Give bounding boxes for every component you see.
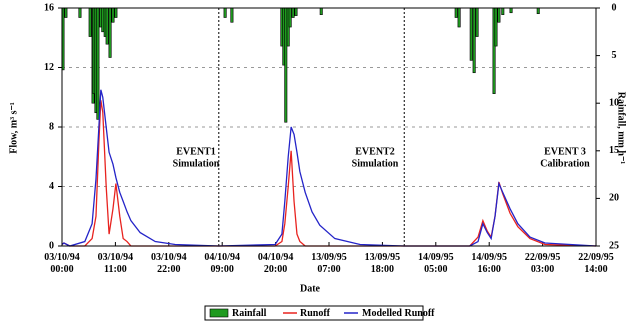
rainfall-bar [457, 7, 461, 28]
series-line [61, 89, 597, 247]
x-tick-label: 03/10/94 11:00 [97, 252, 134, 275]
y-tick-label: 16 [44, 2, 54, 13]
x-tick-label: 04/10/94 20:00 [257, 252, 294, 275]
rainfall-bar [108, 7, 112, 58]
rainfall-bar [230, 7, 234, 23]
rainfall-bar [469, 7, 473, 61]
legend-box [204, 305, 424, 321]
y-tick-label: 12 [44, 62, 54, 73]
y-axis-title: Flow, m³ s⁻¹ [8, 102, 19, 154]
rainfall-bar [294, 7, 298, 16]
x-tick-label: 04/10/94 09:00 [204, 252, 240, 275]
rainfall-bar [223, 7, 227, 18]
x-tick-label: 03/10/94 22:00 [151, 252, 187, 275]
rainfall-bar [284, 7, 288, 123]
rainfall-bar [96, 7, 100, 120]
x-tick-label: 22/09/95 03:00 [524, 252, 561, 275]
rainfall-bar [454, 7, 458, 18]
y2-tick-label: 10 [609, 97, 619, 108]
x-tick-label: 22/09/95 14:00 [578, 252, 614, 275]
rainfall-bar [114, 7, 118, 18]
rainfall-bar [291, 7, 295, 18]
rainfall-bar [472, 7, 476, 74]
rainfall-bar [497, 7, 501, 23]
legend-label: Rainfall [232, 308, 267, 319]
rainfall-bar [536, 7, 540, 15]
rainfall-bar [64, 7, 68, 18]
event-annotation: EVENT1 [176, 146, 215, 157]
rainfall-bar [509, 7, 513, 14]
y-tick-label: 8 [49, 121, 54, 132]
y2-axis-title: Rainfall, mm h⁻¹ [616, 92, 627, 164]
rainfall-bar [105, 7, 109, 45]
rainfall-bar [475, 7, 479, 37]
x-tick-label: 03/10/94 00:00 [44, 252, 80, 275]
legend-label: Modelled Runoff [362, 308, 435, 319]
rainfall-bar [101, 7, 105, 33]
event-annotation: Simulation [352, 158, 399, 169]
y2-tick-label: 25 [609, 240, 619, 251]
legend-swatch [209, 308, 229, 318]
rainfall-bar [319, 7, 323, 15]
x-tick-label: 13/09/95 18:00 [364, 252, 401, 275]
y-tick-label: 4 [49, 181, 54, 192]
event-annotation: EVENT 3 [544, 146, 586, 157]
x-tick-label: 13/09/95 07:00 [311, 252, 347, 275]
y2-tick-label: 15 [609, 145, 619, 156]
y-tick-label: 0 [49, 240, 54, 251]
x-tick-label: 14/09/95 16:00 [471, 252, 507, 275]
plot-frame [61, 7, 597, 247]
rainfall-bar [78, 7, 82, 18]
series-line [61, 100, 597, 247]
legend: Rainfall Runoff Modelled Runoff [204, 305, 435, 321]
y2-tick-label: 5 [612, 50, 617, 61]
event-annotation: EVENT2 [355, 146, 394, 157]
event-annotation: Simulation [173, 158, 220, 169]
y2-tick-label: 0 [612, 2, 617, 13]
rainfall-bar [494, 7, 498, 47]
y2-tick-label: 20 [609, 193, 619, 204]
rainfall-bar [501, 7, 505, 15]
rainfall-bar [88, 7, 92, 37]
event-annotation: Calibration [540, 158, 590, 169]
rainfall-bar [288, 7, 292, 28]
rainfall-bar [111, 7, 115, 23]
x-axis-title: Date [300, 283, 321, 294]
x-tick-label: 14/09/95 05:00 [418, 252, 454, 275]
legend-label: Runoff [300, 308, 331, 319]
